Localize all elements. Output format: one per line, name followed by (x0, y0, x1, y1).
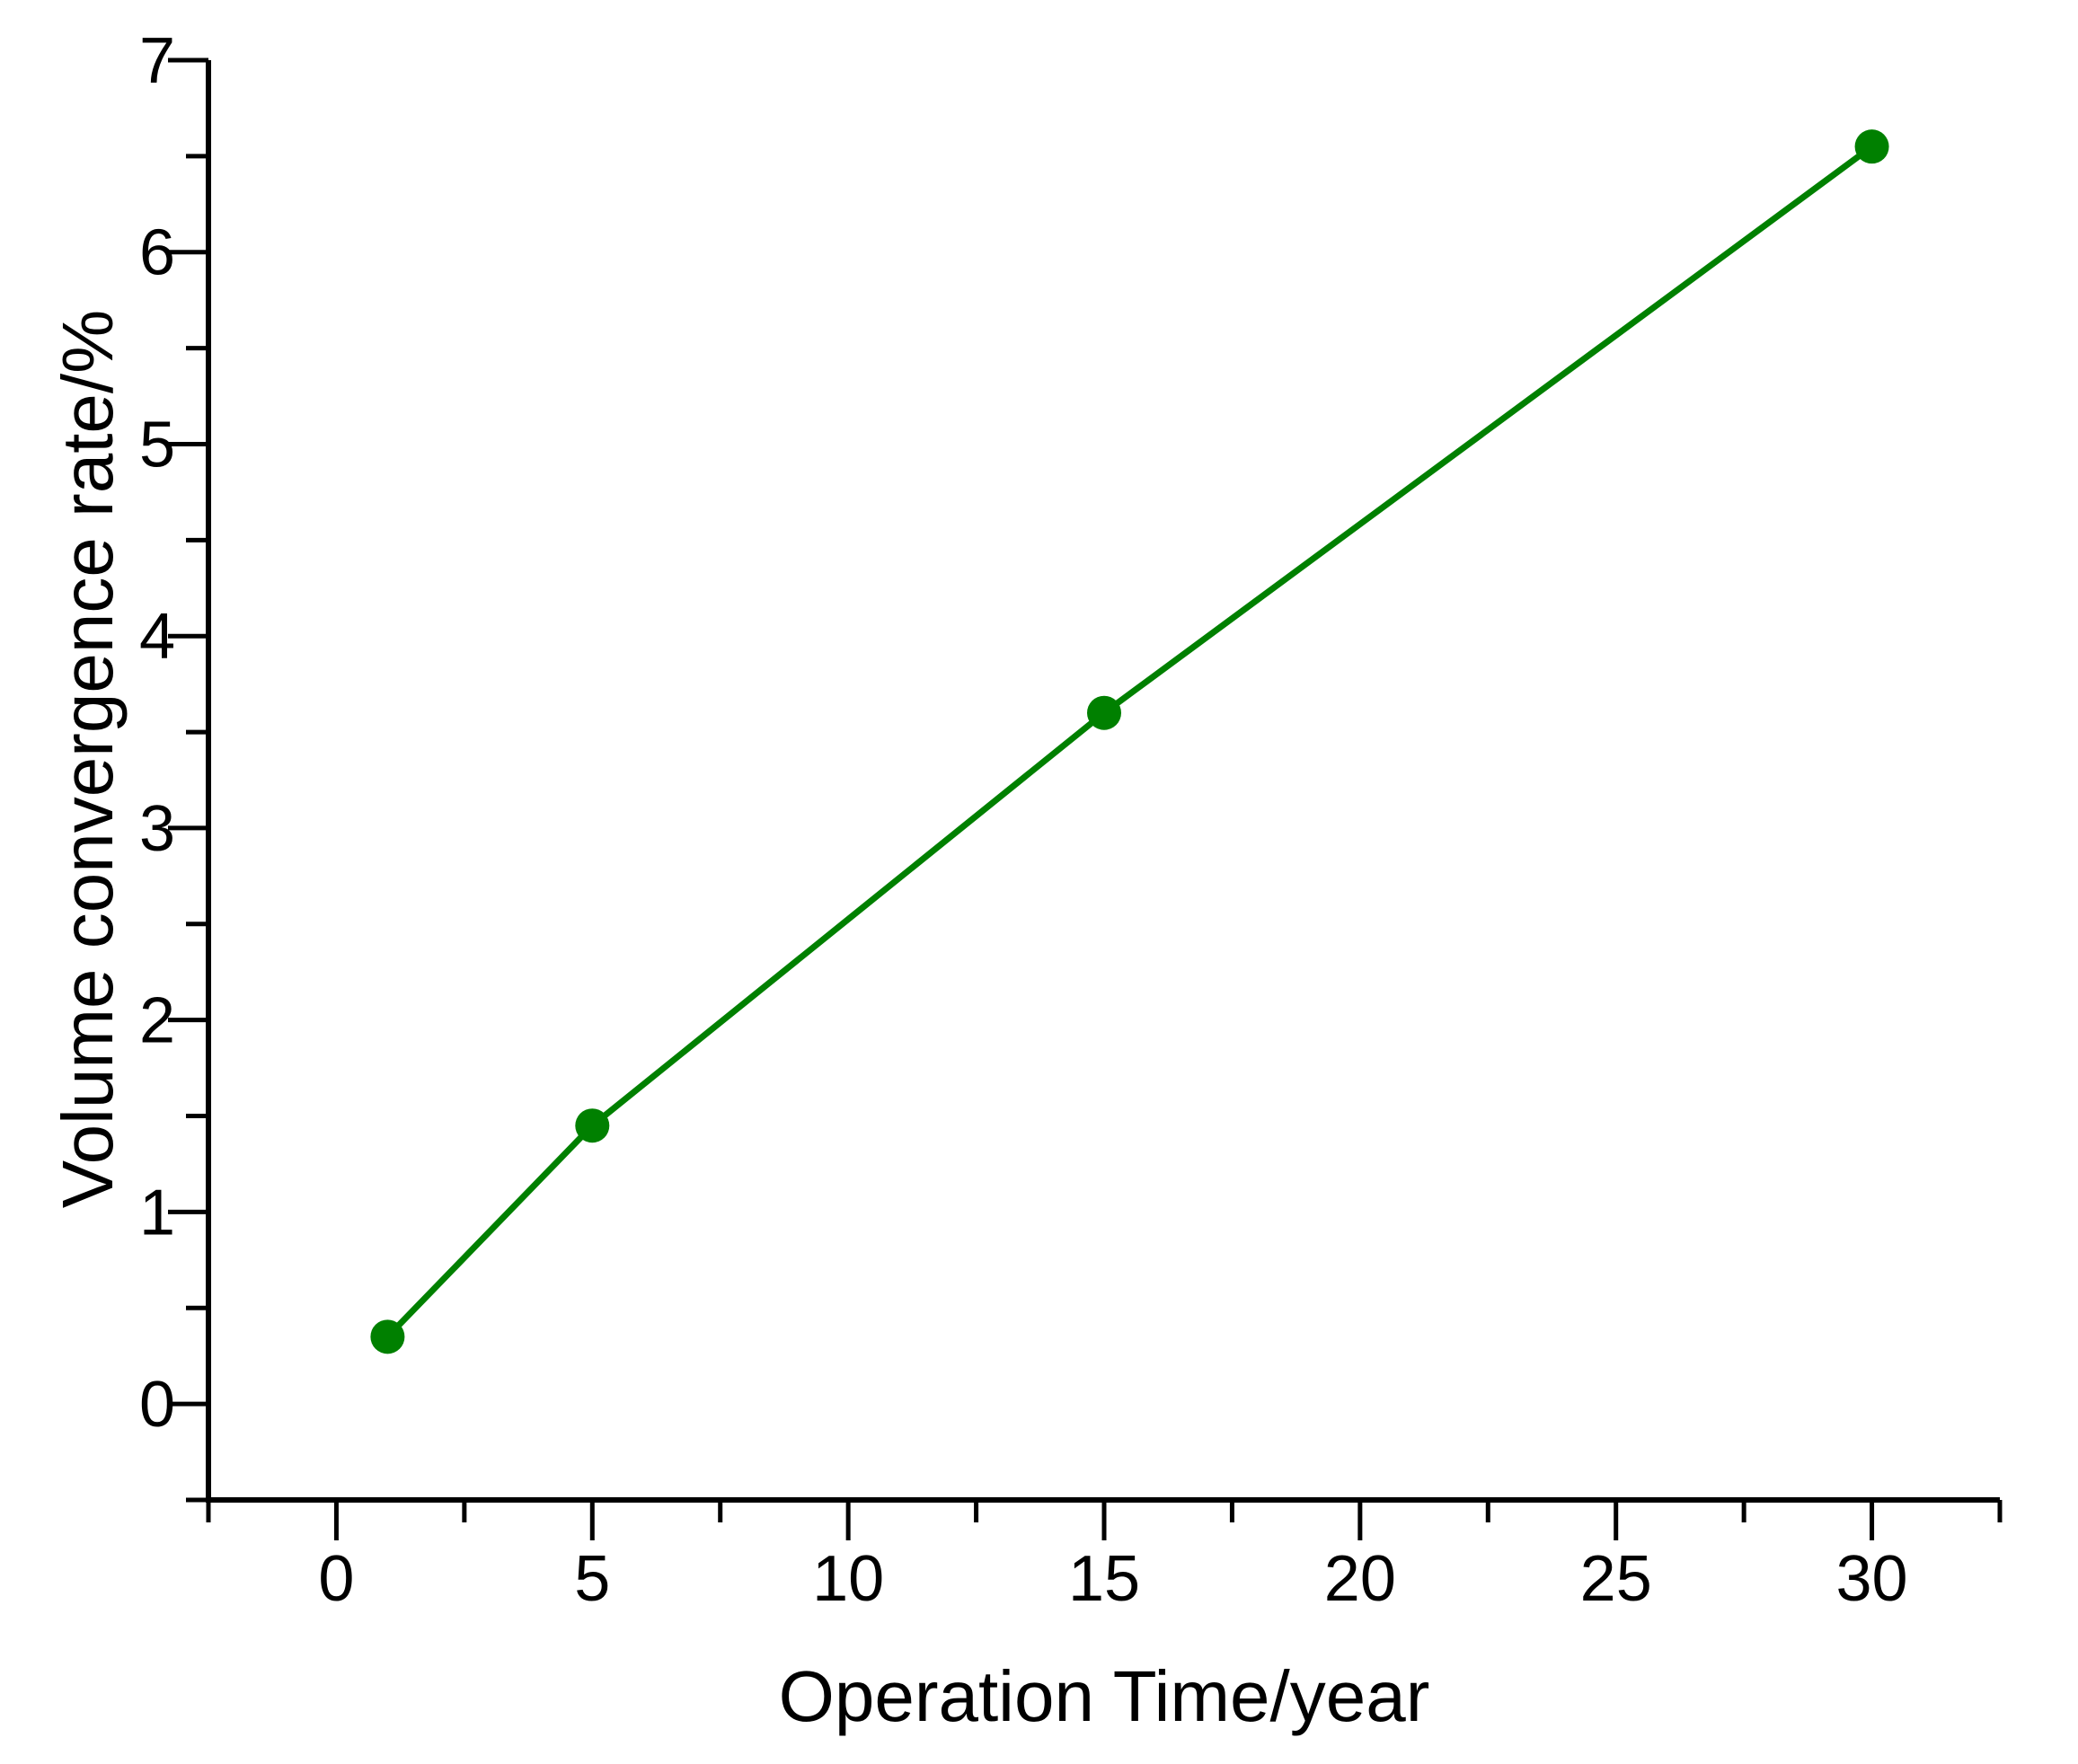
y-tick-label: 4 (139, 601, 175, 673)
x-tick-label: 15 (1068, 1543, 1140, 1615)
x-tick-label: 20 (1324, 1543, 1396, 1615)
data-point (575, 1108, 610, 1143)
y-tick-label: 7 (139, 25, 175, 97)
x-tick-label: 30 (1836, 1543, 1908, 1615)
axes-group: 0 5 10 15 20 25 30 0 1 2 3 4 5 6 7 (139, 25, 2003, 1615)
y-tick-label: 6 (139, 217, 175, 289)
x-tick-label: 0 (318, 1543, 354, 1615)
y-tick-label: 2 (139, 985, 175, 1057)
y-tick-label: 1 (139, 1177, 175, 1248)
x-axis-title: Operation Time/year (779, 1656, 1430, 1736)
y-tick-label: 3 (139, 793, 175, 865)
series-group (370, 129, 1889, 1354)
x-tick-label: 5 (574, 1543, 610, 1615)
data-point (370, 1319, 405, 1354)
y-axis-title: Volume convergence rate/% (48, 310, 128, 1209)
x-tick-label: 10 (812, 1543, 884, 1615)
y-tick-label: 5 (139, 409, 175, 481)
x-tick-label: 25 (1580, 1543, 1652, 1615)
y-tick-label: 0 (139, 1369, 175, 1441)
series-line (384, 143, 1876, 1340)
data-point (1854, 129, 1889, 164)
data-point (1087, 695, 1121, 730)
